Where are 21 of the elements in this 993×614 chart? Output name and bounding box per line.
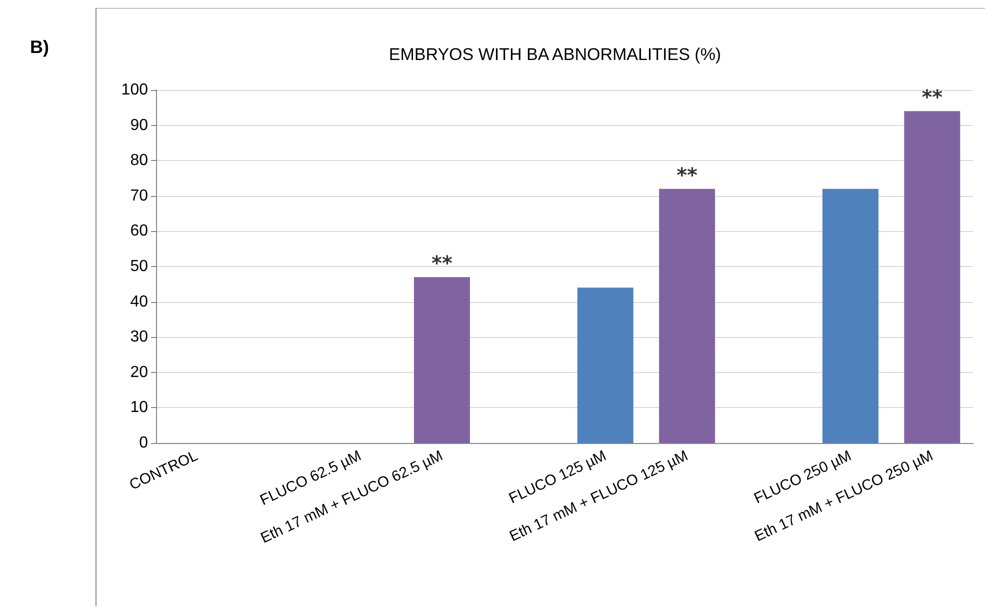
text: B) (30, 37, 49, 57)
bar (659, 188, 716, 443)
y-tick-label: 70 (130, 187, 148, 204)
y-tick-label: 90 (130, 116, 148, 134)
y-tick-label: 50 (130, 258, 148, 275)
annotation: ** (431, 251, 453, 276)
bar (822, 188, 878, 443)
y-tick-label: 80 (130, 152, 148, 170)
y-tick-label: 30 (130, 328, 148, 346)
y-tick-label: 10 (130, 399, 148, 416)
y-tick-label: 40 (130, 293, 148, 310)
annotation: ** (922, 85, 944, 110)
bar (904, 111, 960, 443)
chart-title: EMBRYOS WITH BA ABNORMALITIES (%) (388, 45, 722, 64)
y-tick-label: 20 (130, 364, 148, 381)
bar (414, 277, 470, 443)
y-tick-label: 60 (130, 222, 148, 240)
bar (577, 288, 634, 443)
y-tick-label: 0 (139, 434, 148, 452)
annotation: ** (676, 162, 698, 187)
y-tick-label: 100 (121, 82, 148, 98)
